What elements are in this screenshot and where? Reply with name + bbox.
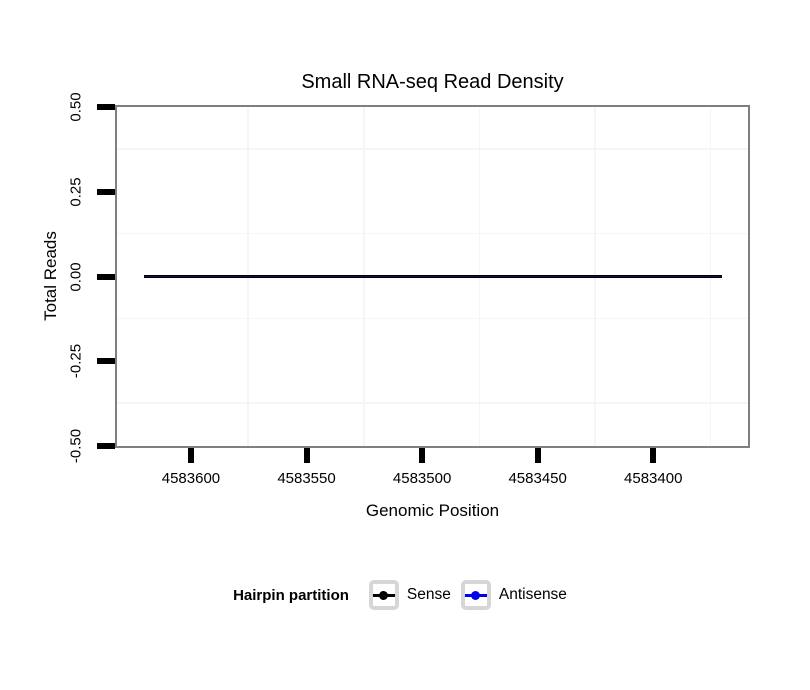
plot-panel [114,104,750,448]
x-tick-mark [419,448,426,463]
minor-gridline-horizontal [116,402,748,404]
legend-item-sense: Sense [368,580,451,610]
y-tick-mark [96,443,115,449]
x-tick-mark [303,448,310,463]
x-tick-label: 4583450 [508,470,567,487]
sense-point-glyph [379,590,389,600]
y-tick-label: 0.00 [67,261,85,292]
x-tick-label: 4583600 [161,470,221,487]
plot-title: Small RNA-seq Read Density [301,71,564,93]
x-tick-label: 4583500 [392,470,452,487]
x-tick-label: 4583400 [624,470,683,487]
x-tick-mark [650,448,657,463]
legend-label-sense: Sense [406,586,451,603]
y-axis-title: Total Reads [41,231,60,321]
y-tick-mark [96,104,115,110]
y-tick-label: 0.25 [67,177,85,207]
y-tick-mark [96,358,115,365]
sense-key-icon [368,580,399,610]
minor-gridline-horizontal [116,148,748,150]
y-tick-label: 0.50 [67,92,85,122]
legend-item-antisense: Antisense [460,580,567,610]
legend-title: Hairpin partition [233,586,349,604]
sense-antisense-line [144,274,723,278]
x-tick-mark [187,448,194,463]
legend: Hairpin partition Sense Antisense [0,576,810,614]
y-tick-mark [96,188,115,195]
x-axis-title: Genomic Position [365,501,500,520]
antisense-point-glyph [471,590,481,600]
minor-gridline-horizontal [116,232,748,235]
antisense-key-icon [460,580,491,610]
x-tick-label: 4583550 [277,470,336,487]
x-tick-mark [534,448,541,463]
y-tick-mark [96,273,115,280]
minor-gridline-horizontal [116,317,748,320]
y-tick-label: -0.50 [67,428,85,464]
legend-label-antisense: Antisense [498,586,567,603]
y-tick-label: -0.25 [67,344,85,379]
